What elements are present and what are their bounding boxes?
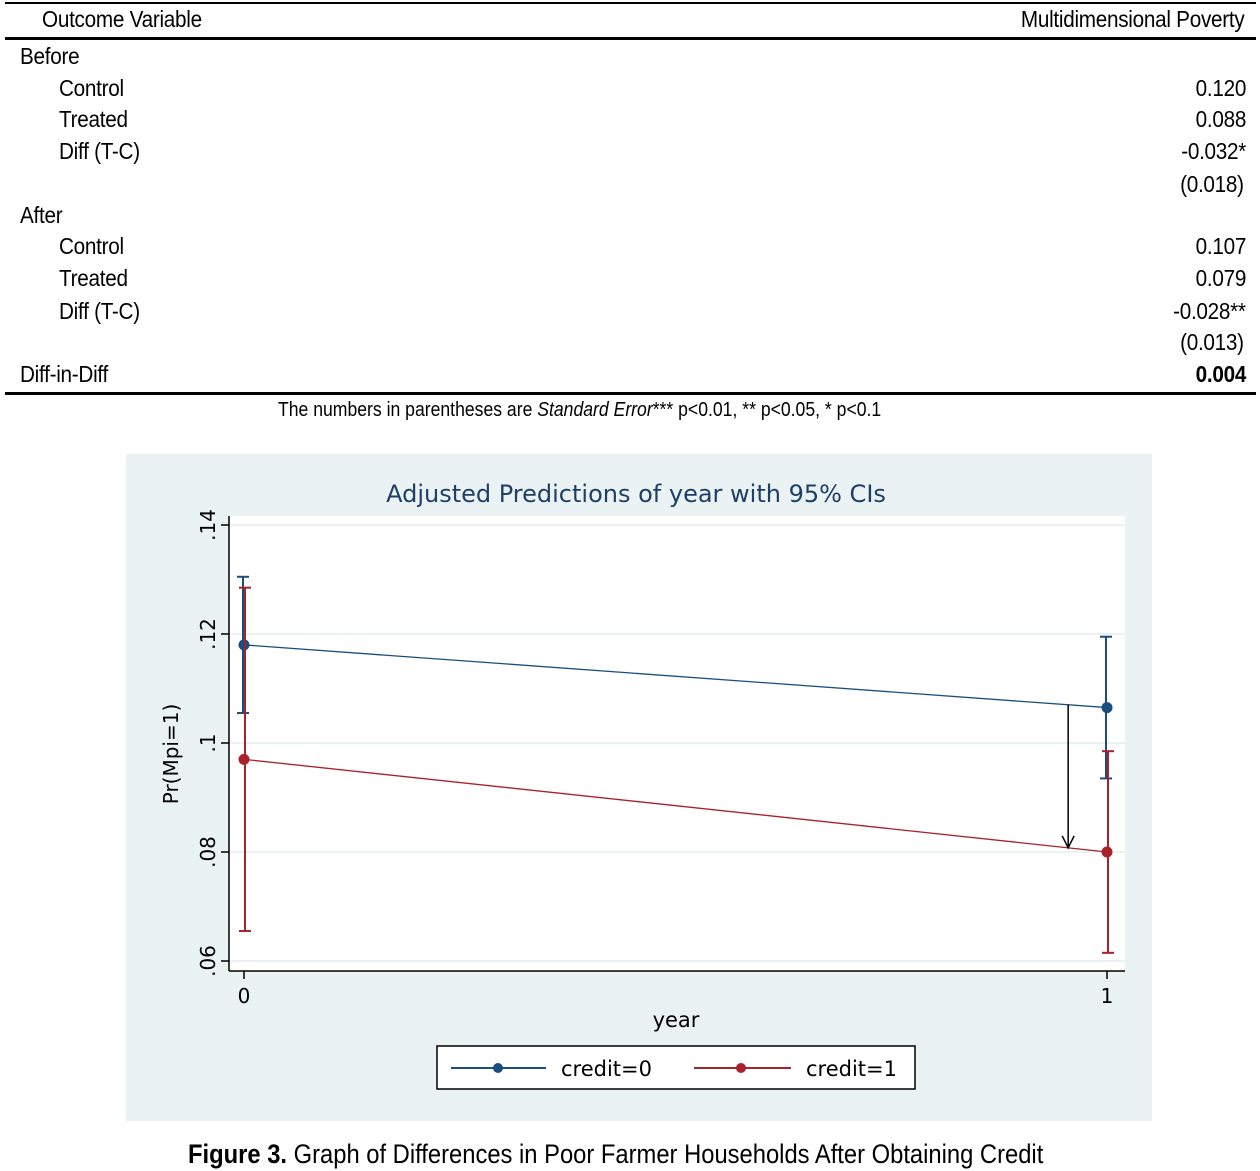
caption-text: Graph of Differences in Poor Farmer Hous… — [287, 1139, 1044, 1169]
y-axis-label: Pr(Mpi=1) — [159, 704, 183, 805]
x-tick-label: 1 — [1101, 984, 1114, 1008]
row-before-diff-value: -0.032* — [1181, 138, 1246, 164]
annotation-arrow-head — [1061, 835, 1075, 850]
x-tick-label: 0 — [238, 984, 251, 1008]
series — [237, 575, 1114, 954]
table-header-rule — [5, 37, 1256, 40]
caption-label: Figure 3. — [188, 1139, 288, 1169]
data-point — [238, 753, 250, 765]
figure-panel: Adjusted Predictions of year with 95% CI… — [126, 454, 1152, 1121]
row-after-se-value: (0.013) — [1180, 329, 1244, 355]
x-axis-label: year — [653, 1008, 700, 1032]
y-tick-label: .14 — [196, 509, 220, 541]
series-line-credit=1 — [243, 758, 1108, 853]
row-before-se-value: (0.018) — [1180, 171, 1244, 197]
row-after-diff-value: -0.028** — [1173, 298, 1246, 324]
row-after-diff-label: Diff (T-C) — [59, 298, 140, 324]
figure-caption: Figure 3. Graph of Differences in Poor F… — [188, 1137, 1043, 1171]
y-tick-label: .1 — [196, 733, 220, 752]
series-line-credit=0 — [243, 644, 1108, 709]
row-after-control-label: Control — [59, 233, 124, 259]
chart-title: Adjusted Predictions of year with 95% CI… — [386, 480, 886, 508]
y-tick-label: .06 — [196, 945, 220, 977]
row-diff-in-diff-value: 0.004 — [1195, 361, 1247, 387]
y-tick-label: .12 — [196, 618, 220, 650]
note-prefix: The numbers in parentheses are — [278, 399, 538, 421]
legend-marker-credit1 — [736, 1063, 746, 1073]
y-tick-label: .08 — [196, 836, 220, 868]
row-before-label: Before — [20, 43, 80, 69]
note-italic: Standard Error — [537, 399, 653, 421]
row-after-treated-label: Treated — [59, 265, 128, 291]
legend-label-credit1: credit=1 — [806, 1057, 897, 1081]
row-diff-in-diff-label: Diff-in-Diff — [20, 361, 109, 387]
legend-label-credit0: credit=0 — [561, 1057, 652, 1081]
data-point — [1101, 702, 1113, 714]
note-suffix: *** p<0.01, ** p<0.05, * p<0.1 — [652, 399, 882, 421]
row-after-control-value: 0.107 — [1195, 233, 1247, 259]
row-before-control-label: Control — [59, 75, 124, 101]
table-top-rule — [5, 2, 1256, 4]
header-multidimensional-poverty: Multidimensional Poverty — [1020, 6, 1244, 32]
data-point — [1101, 846, 1113, 858]
legend: credit=0 credit=1 — [436, 1045, 916, 1090]
gridlines — [229, 524, 1125, 962]
table-note: The numbers in parentheses are Standard … — [278, 397, 881, 423]
row-after-treated-value: 0.079 — [1195, 265, 1247, 291]
axes: .06 .08 .1 .12 .14 0 1 — [196, 509, 1125, 1008]
legend-marker-credit0 — [493, 1063, 503, 1073]
row-before-control-value: 0.120 — [1195, 75, 1247, 101]
header-outcome-variable: Outcome Variable — [42, 6, 202, 32]
chart-svg: Adjusted Predictions of year with 95% CI… — [159, 480, 1125, 1090]
table-bottom-rule — [5, 392, 1256, 395]
row-before-treated-label: Treated — [59, 106, 128, 132]
row-before-diff-label: Diff (T-C) — [59, 138, 140, 164]
row-before-treated-value: 0.088 — [1195, 106, 1247, 132]
row-after-label: After — [20, 202, 63, 228]
